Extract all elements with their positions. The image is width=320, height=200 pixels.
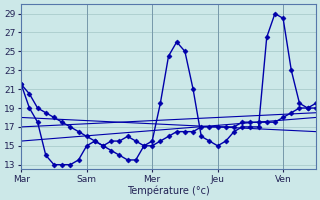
X-axis label: Température (°c): Température (°c): [127, 185, 210, 196]
